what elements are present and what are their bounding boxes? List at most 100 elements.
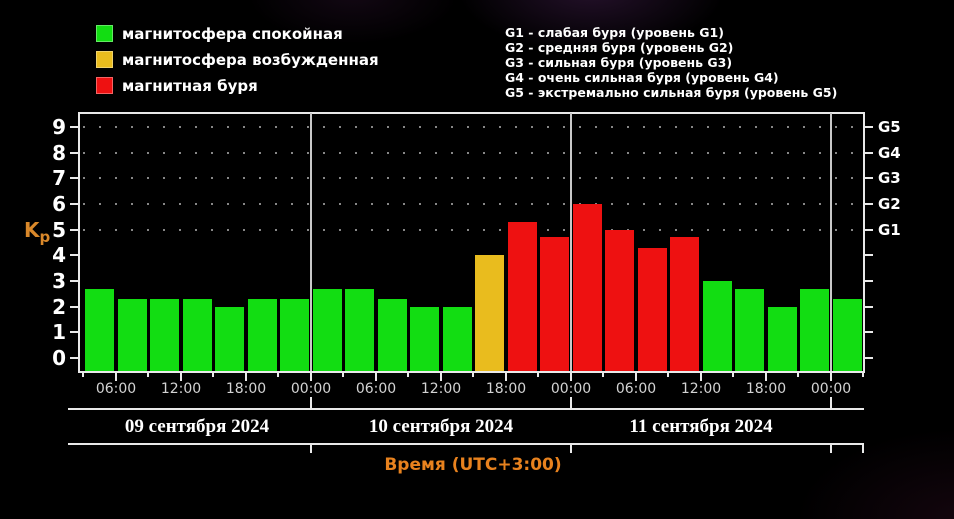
x-axis-major-tick	[375, 373, 377, 381]
x-axis-minor-tick	[147, 373, 149, 377]
right-axis-tick	[865, 306, 873, 308]
plot-frame-left	[78, 112, 80, 373]
date-band-end-tick	[862, 445, 864, 453]
date-band-divider	[310, 445, 312, 453]
kp-bar	[150, 299, 179, 371]
x-axis-minor-tick	[602, 373, 604, 377]
x-axis-minor-tick	[537, 373, 539, 377]
grid-dots-row	[83, 152, 863, 154]
time-tick-label: 06:00	[95, 381, 137, 397]
date-band-divider	[310, 397, 312, 408]
date-band-divider	[570, 397, 572, 408]
x-axis-minor-tick	[277, 373, 279, 377]
plot-frame-bottom	[78, 371, 865, 373]
time-tick-label: 06:00	[355, 381, 397, 397]
x-axis-minor-tick	[407, 373, 409, 377]
kp-bar	[410, 307, 439, 371]
kp-bar	[508, 222, 537, 371]
kp-bar	[215, 307, 244, 371]
storm-scale-line-g4: G4 - очень сильная буря (уровень G4)	[505, 70, 779, 85]
x-axis-major-tick	[115, 373, 117, 381]
right-axis-tick	[865, 177, 873, 179]
x-axis-minor-tick	[667, 373, 669, 377]
y-tick-label: 0	[52, 346, 66, 370]
time-tick-label: 00:00	[550, 381, 592, 397]
x-axis-minor-tick	[472, 373, 474, 377]
plot-frame-top	[78, 112, 865, 114]
x-axis-minor-tick	[732, 373, 734, 377]
storm-scale-line-g3: G3 - сильная буря (уровень G3)	[505, 55, 733, 70]
g-level-label: G1	[878, 221, 901, 239]
y-tick-label: 5	[52, 218, 66, 242]
y-axis-tick	[70, 177, 78, 179]
y-axis-tick	[70, 152, 78, 154]
date-band-divider	[830, 445, 832, 453]
kp-bar	[768, 307, 797, 371]
legend-label-storm: магнитная буря	[122, 76, 258, 95]
y-tick-label: 9	[52, 115, 66, 139]
kp-bar	[670, 237, 699, 371]
y-axis-tick	[70, 203, 78, 205]
y-axis-tick	[70, 357, 78, 359]
x-axis-major-tick	[635, 373, 637, 381]
legend-label-excited: магнитосфера возбужденная	[122, 50, 379, 69]
right-axis-tick	[865, 152, 873, 154]
legend-item-quiet: магнитосфера спокойная	[96, 24, 343, 43]
plot-frame-right	[863, 112, 865, 373]
kp-bar	[85, 289, 114, 371]
legend-item-excited: магнитосфера возбужденная	[96, 50, 379, 69]
y-axis-tick	[70, 229, 78, 231]
kp-bar	[183, 299, 212, 371]
x-axis-minor-tick	[212, 373, 214, 377]
x-axis-major-tick	[830, 373, 832, 381]
storm-scale-line-g5: G5 - экстремально сильная буря (уровень …	[505, 85, 838, 100]
grid-dots-row	[83, 229, 863, 231]
time-tick-label: 00:00	[290, 381, 332, 397]
y-axis-tick	[70, 254, 78, 256]
kp-bar	[800, 289, 829, 371]
right-axis-tick	[865, 126, 873, 128]
kp-bar	[638, 248, 667, 371]
x-axis-major-tick	[180, 373, 182, 381]
time-tick-label: 12:00	[420, 381, 462, 397]
kp-bar	[735, 289, 764, 371]
kp-bar	[475, 255, 504, 371]
day-separator	[570, 113, 572, 371]
date-band-divider	[830, 397, 832, 408]
y-tick-label: 1	[52, 320, 66, 344]
date-label: 09 сентября 2024	[124, 416, 270, 437]
day-separator	[830, 113, 832, 371]
x-axis-minor-tick	[342, 373, 344, 377]
date-label: 11 сентября 2024	[629, 416, 773, 437]
time-tick-label: 18:00	[225, 381, 267, 397]
x-axis-minor-tick	[82, 373, 84, 377]
g-level-label: G4	[878, 144, 901, 162]
x-axis-title: Время (UTC+3:00)	[384, 455, 562, 475]
kp-bar	[378, 299, 407, 371]
g-level-label: G5	[878, 118, 901, 136]
storm-scale-line-g1: G1 - слабая буря (уровень G1)	[505, 25, 724, 40]
y-tick-label: 4	[52, 243, 66, 267]
legend-item-storm: магнитная буря	[96, 76, 258, 95]
kp-bar	[118, 299, 147, 371]
kp-bar	[345, 289, 374, 371]
y-tick-label: 7	[52, 166, 66, 190]
y-tick-label: 8	[52, 141, 66, 165]
right-axis-tick	[865, 357, 873, 359]
time-tick-label: 18:00	[485, 381, 527, 397]
time-tick-label: 18:00	[745, 381, 787, 397]
x-axis-major-tick	[310, 373, 312, 381]
kp-bar	[605, 230, 634, 371]
g-level-label: G3	[878, 169, 901, 187]
day-separator	[310, 113, 312, 371]
kp-bar	[703, 281, 732, 371]
right-axis-tick	[865, 254, 873, 256]
right-axis-tick	[865, 280, 873, 282]
x-axis-major-tick	[700, 373, 702, 381]
right-axis-tick	[865, 229, 873, 231]
g-level-label: G2	[878, 195, 901, 213]
storm-color-swatch	[96, 77, 113, 94]
x-axis-minor-tick	[862, 373, 864, 377]
grid-dots-row	[83, 203, 863, 205]
y-axis-tick	[70, 306, 78, 308]
